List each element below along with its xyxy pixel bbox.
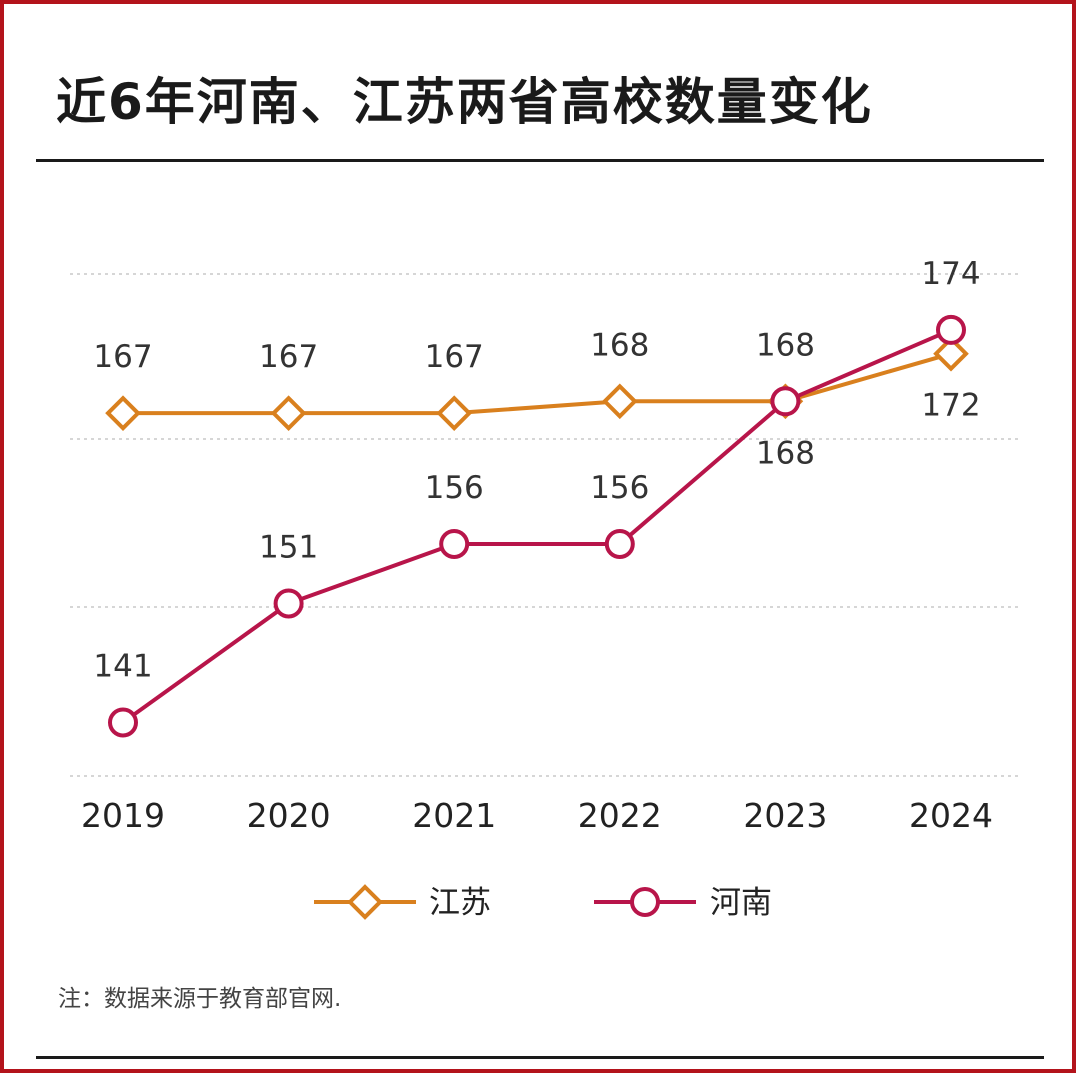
data-point-jiangsu xyxy=(270,395,307,432)
data-label-henan: 156 xyxy=(425,470,484,506)
series-line-henan xyxy=(121,328,952,725)
legend-label-jiangsu: 江苏 xyxy=(429,885,491,921)
data-point-henan xyxy=(108,707,138,738)
data-label-jiangsu: 172 xyxy=(921,388,980,424)
data-label-henan: 174 xyxy=(921,256,980,292)
x-tick-label: 2020 xyxy=(247,796,331,835)
data-label-jiangsu: 168 xyxy=(756,327,815,363)
data-point-henan xyxy=(604,529,635,560)
data-point-henan xyxy=(936,314,966,345)
data-label-henan: 141 xyxy=(93,648,152,684)
data-point-jiangsu xyxy=(105,395,141,432)
data-point-henan xyxy=(770,386,801,417)
x-tick-label: 2022 xyxy=(578,796,662,835)
bottom-divider xyxy=(36,1056,1044,1059)
data-label-jiangsu: 167 xyxy=(259,339,318,375)
data-label-henan: 151 xyxy=(259,530,318,566)
x-tick-label: 2021 xyxy=(412,796,496,835)
legend-label-henan: 河南 xyxy=(710,885,772,921)
data-label-jiangsu: 168 xyxy=(590,327,649,363)
source-note: 注：数据来源于教育部官网. xyxy=(58,986,342,1012)
data-label-henan: 168 xyxy=(756,435,815,471)
series-line-jiangsu xyxy=(123,351,952,416)
x-tick-label: 2024 xyxy=(909,796,993,835)
line-chart: 167 167 167 168 168 172 141 151 156 156 168 174 201… xyxy=(70,256,1020,921)
data-point-henan xyxy=(439,529,470,560)
x-tick-label: 2023 xyxy=(743,796,827,835)
title-divider xyxy=(36,159,1044,162)
data-point-jiangsu xyxy=(601,383,638,420)
data-label-jiangsu: 167 xyxy=(93,339,152,375)
chart-title: 近6年河南、江苏两省高校数量变化 xyxy=(56,73,873,131)
legend-diamond-icon xyxy=(347,884,383,920)
data-point-jiangsu xyxy=(933,335,969,372)
legend-circle-icon xyxy=(630,887,660,917)
data-point-jiangsu xyxy=(436,395,473,432)
x-tick-label: 2019 xyxy=(81,796,165,835)
data-point-henan xyxy=(273,588,304,619)
data-label-henan: 156 xyxy=(590,470,649,506)
data-label-jiangsu: 167 xyxy=(425,339,484,375)
